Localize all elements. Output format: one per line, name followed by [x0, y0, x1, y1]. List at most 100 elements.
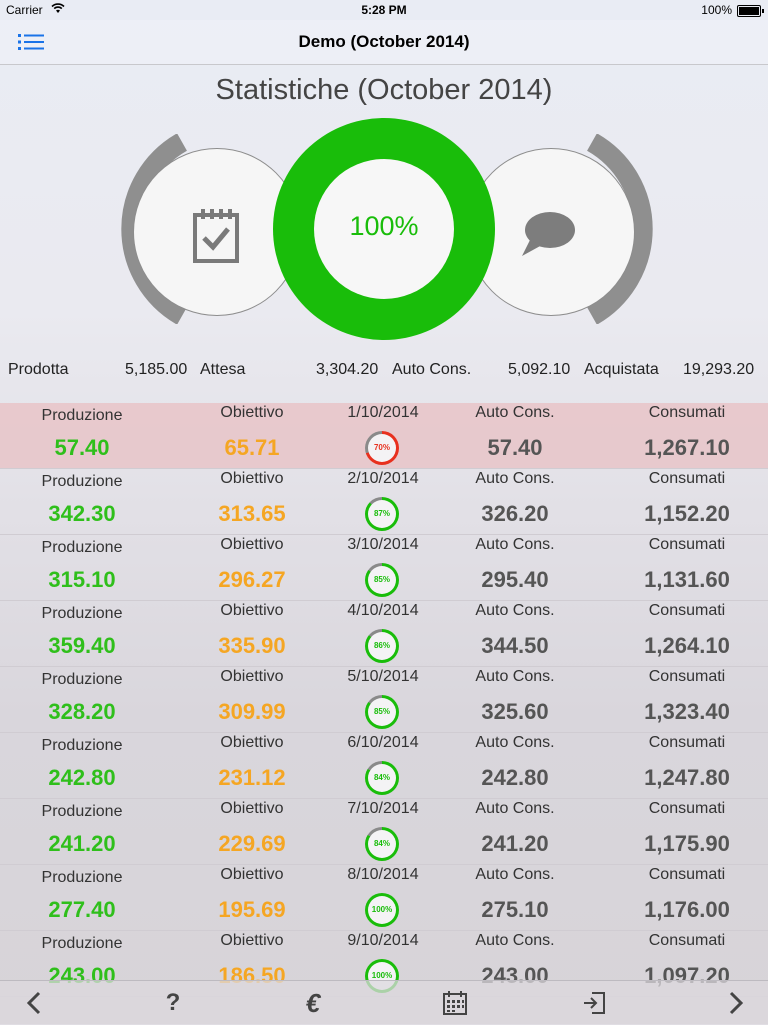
consumati-label: Consumati — [648, 470, 726, 487]
obiettivo-label: Obiettivo — [220, 536, 284, 553]
consumati-value: 1,247.80 — [644, 765, 730, 790]
progress-percent: 84% — [368, 764, 396, 792]
question-icon[interactable]: ? — [165, 989, 181, 1016]
autocons-label: Auto Cons. — [475, 734, 555, 751]
consumati-label: Consumati — [648, 602, 726, 619]
progress-percent: 85% — [368, 566, 396, 594]
completion-percent: 100% — [349, 211, 419, 241]
progress-ring: 85% — [365, 695, 399, 729]
consumati-label: Consumati — [648, 536, 726, 553]
produzione-label: Produzione — [41, 671, 123, 688]
row-date: 8/10/2014 — [347, 866, 419, 883]
produzione-value: 342.30 — [48, 501, 116, 526]
attesa-value: 3,304.20 — [316, 361, 379, 378]
autocons-value: 275.10 — [481, 897, 549, 922]
progress-ring: 84% — [365, 761, 399, 795]
prodotta-value: 5,185.00 — [125, 361, 188, 378]
consumati-value: 1,175.90 — [644, 831, 730, 856]
list-icon[interactable] — [18, 33, 44, 51]
attesa-label: Attesa — [200, 361, 246, 378]
obiettivo-label: Obiettivo — [220, 734, 284, 751]
autocons-label: Auto Cons. — [475, 932, 555, 949]
autocons-label: Auto Cons. — [392, 361, 472, 378]
autocons-value: 295.40 — [481, 567, 549, 592]
produzione-value: 57.40 — [54, 435, 110, 460]
day-row[interactable]: Produzione 277.40 Obiettivo 195.69 8/10/2014… — [0, 865, 768, 931]
chevron-right-icon[interactable] — [720, 989, 750, 1017]
consumati-value: 1,131.60 — [644, 567, 730, 592]
consumati-label: Consumati — [648, 404, 726, 421]
chevron-left-icon[interactable] — [20, 989, 50, 1017]
obiettivo-label: Obiettivo — [220, 932, 284, 949]
day-row[interactable]: Produzione 315.10 Obiettivo 296.27 3/10/2014… — [0, 535, 768, 601]
autocons-label: Auto Cons. — [475, 800, 555, 817]
status-bar: Carrier 5:28 PM 100% — [0, 0, 768, 20]
obiettivo-label: Obiettivo — [220, 866, 284, 883]
autocons-value: 344.50 — [481, 633, 549, 658]
consumati-value: 1,176.00 — [644, 897, 730, 922]
day-row[interactable]: Produzione 328.20 Obiettivo 309.99 5/10/2014… — [0, 667, 768, 733]
consumati-label: Consumati — [648, 932, 726, 949]
day-row[interactable]: Produzione 342.30 Obiettivo 313.65 2/10/2014… — [0, 469, 768, 535]
consumati-label: Consumati — [648, 800, 726, 817]
obiettivo-label: Obiettivo — [220, 602, 284, 619]
autocons-label: Auto Cons. — [475, 668, 555, 685]
produzione-label: Produzione — [41, 935, 123, 952]
summary-line: Prodotta 5,185.00 Attesa 3,304.20 Auto C… — [0, 361, 768, 381]
day-row[interactable]: Produzione 359.40 Obiettivo 335.90 4/10/2014… — [0, 601, 768, 667]
row-date: 7/10/2014 — [347, 800, 419, 817]
row-date: 9/10/2014 — [347, 932, 419, 949]
clock: 5:28 PM — [361, 3, 407, 17]
autocons-value: 57.40 — [487, 435, 543, 460]
autocons-value: 326.20 — [481, 501, 549, 526]
day-row[interactable]: Produzione 57.40 Obiettivo 65.71 1/10/2014 70… — [0, 403, 768, 469]
chat-bubble-icon — [522, 212, 575, 256]
consumati-label: Consumati — [648, 668, 726, 685]
navigation-bar: Demo (October 2014) — [0, 20, 768, 65]
progress-percent: 84% — [368, 830, 396, 858]
euro-icon[interactable]: € — [305, 988, 321, 1018]
produzione-label: Produzione — [41, 803, 123, 820]
produzione-value: 328.20 — [48, 699, 116, 724]
produzione-label: Produzione — [41, 539, 123, 556]
bottom-toolbar: ? € — [0, 980, 768, 1025]
row-date: 5/10/2014 — [347, 668, 419, 685]
autocons-value: 5,092.10 — [508, 361, 571, 378]
progress-percent: 86% — [368, 632, 396, 660]
consumati-value: 1,323.40 — [644, 699, 730, 724]
progress-percent: 87% — [368, 500, 396, 528]
autocons-value: 242.80 — [481, 765, 549, 790]
obiettivo-label: Obiettivo — [220, 668, 284, 685]
produzione-label: Produzione — [41, 473, 123, 490]
obiettivo-value: 313.65 — [218, 501, 286, 526]
obiettivo-value: 335.90 — [218, 633, 286, 658]
calendar-icon[interactable] — [440, 989, 470, 1017]
daily-list: Produzione 57.40 Obiettivo 65.71 1/10/2014 70… — [0, 403, 768, 997]
obiettivo-value: 309.99 — [218, 699, 286, 724]
progress-ring: 70% — [365, 431, 399, 465]
autocons-label: Auto Cons. — [475, 470, 555, 487]
day-row[interactable]: Produzione 241.20 Obiettivo 229.69 7/10/2014… — [0, 799, 768, 865]
logout-icon[interactable] — [580, 989, 610, 1017]
page-title: Demo (October 2014) — [298, 32, 470, 51]
autocons-label: Auto Cons. — [475, 866, 555, 883]
progress-ring: 85% — [365, 563, 399, 597]
consumati-value: 1,152.20 — [644, 501, 730, 526]
autocons-label: Auto Cons. — [475, 602, 555, 619]
acquistata-value: 19,293.20 — [683, 361, 755, 378]
consumati-label: Consumati — [648, 734, 726, 751]
row-date: 1/10/2014 — [347, 404, 419, 421]
row-date: 2/10/2014 — [347, 470, 419, 487]
produzione-value: 241.20 — [48, 831, 116, 856]
left-gauge-arc — [121, 134, 188, 324]
consumati-value: 1,267.10 — [644, 435, 730, 460]
progress-ring: 100% — [365, 893, 399, 927]
row-date: 4/10/2014 — [347, 602, 419, 619]
obiettivo-label: Obiettivo — [220, 470, 284, 487]
day-row[interactable]: Produzione 242.80 Obiettivo 231.12 6/10/2014… — [0, 733, 768, 799]
completion-donut[interactable]: 100% — [273, 118, 495, 340]
prodotta-label: Prodotta — [8, 361, 69, 378]
autocons-value: 241.20 — [481, 831, 549, 856]
progress-percent: 100% — [368, 896, 396, 924]
autocons-label: Auto Cons. — [475, 536, 555, 553]
